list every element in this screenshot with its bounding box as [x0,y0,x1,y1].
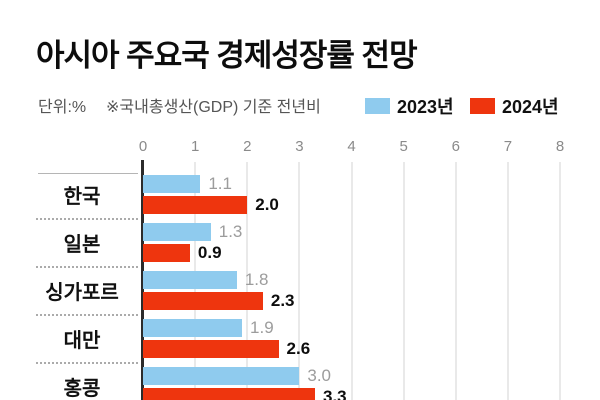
bar-2024년 [143,388,315,400]
bar-2024년 [143,292,263,310]
bar-2024년 [143,244,190,262]
category-label: 일본 [63,234,101,256]
bar-value-label: 1.8 [244,270,269,289]
category-label: 한국 [63,186,101,208]
bar-value-label: 0.9 [197,243,222,262]
bar-2023년 [143,319,243,337]
category-label: 싱가포르 [45,282,119,304]
legend-swatch-2023 [365,98,390,114]
axis-tick-label: 6 [451,138,460,155]
bar-value-label: 3.0 [307,366,332,385]
axis-tick-label: 2 [243,138,252,155]
row-separator [36,362,138,364]
bar-2024년 [143,340,279,358]
row-separator [36,218,138,220]
basis-note: ※국내총생산(GDP) 기준 전년비 [106,99,321,116]
bar-2023년 [143,271,237,289]
bar-2023년 [143,223,211,241]
gridline [506,162,509,400]
gridline [350,162,353,400]
top-rule [38,173,138,174]
axis-line [141,160,144,400]
legend-label-2023: 2023년 [397,97,454,117]
axis-tick-label: 3 [295,138,304,155]
bar-value-label: 2.3 [270,291,295,310]
bar-2023년 [143,367,300,385]
legend-item-2023: 2023년 [365,93,454,119]
axis-tick-label: 8 [555,138,565,155]
unit-label: 단위:% [38,99,87,116]
category-label: 대만 [63,330,101,352]
gridline [246,162,249,400]
bar-value-label: 1.3 [218,222,243,241]
bar-value-label: 2.0 [255,195,279,214]
row-separator [36,266,138,268]
bar-value-label: 3.3 [323,387,347,400]
axis-tick-label: 1 [190,138,200,155]
legend-item-2024: 2024년 [470,93,559,119]
axis-tick-label: 4 [347,138,356,155]
row-separator [36,314,138,316]
bar-2023년 [143,175,201,193]
gridline [559,162,561,400]
axis-tick-label: 0 [138,138,148,155]
gridline [298,162,301,400]
legend-label-2024: 2024년 [502,97,559,117]
chart-title: 아시아 주요국 경제성장률 전망 [36,38,418,73]
gridline [454,162,457,400]
legend-swatch-2024 [470,98,495,114]
axis-tick-label: 5 [399,138,408,155]
bar-value-label: 2.6 [286,339,311,358]
category-label: 홍콩 [63,378,101,400]
bar-value-label: 1.1 [208,174,232,193]
axis-tick-label: 7 [503,138,513,155]
bar-2024년 [143,196,248,214]
bar-value-label: 1.9 [250,318,274,337]
gridline [402,162,405,400]
